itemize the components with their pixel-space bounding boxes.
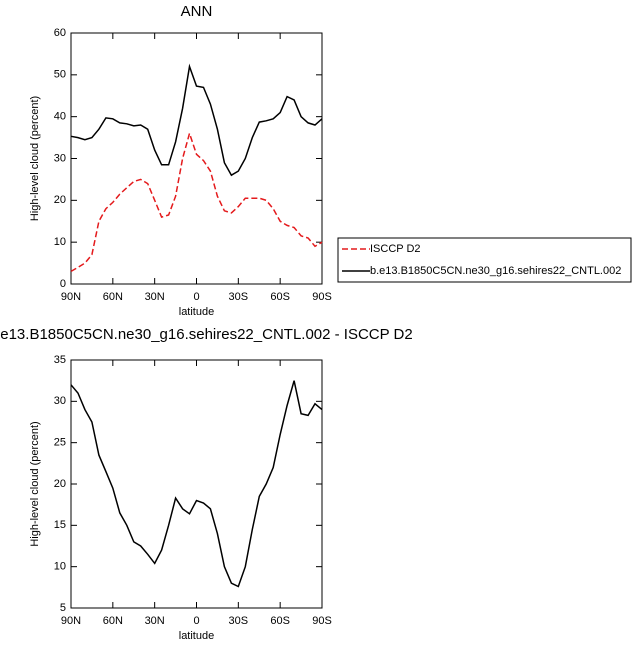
chart-title: ANN [181, 3, 213, 20]
x-tick-label: 60N [103, 291, 123, 303]
y-tick-label: 10 [54, 561, 66, 573]
x-axis-label: latitude [179, 306, 214, 318]
data-line [70, 130, 323, 273]
plot-frame [70, 32, 323, 285]
x-tick-label: 0 [193, 615, 199, 627]
x-tick-label: 60N [103, 615, 123, 627]
x-tick-label: 30S [229, 615, 249, 627]
y-tick-label: 15 [54, 519, 66, 531]
y-tick-label: 30 [54, 395, 66, 407]
x-tick-label: 90S [312, 615, 332, 627]
y-axis-label: High-level cloud (percent) [29, 96, 41, 221]
x-tick-label: 30N [145, 615, 165, 627]
legend-box [337, 237, 632, 283]
x-tick-label: 90N [61, 291, 81, 303]
legend-label: ISCCP D2 [370, 243, 421, 255]
x-tick-label: 0 [193, 291, 199, 303]
x-tick-label: 90S [312, 291, 332, 303]
y-tick-label: 20 [54, 478, 66, 490]
x-tick-label: 60S [270, 615, 290, 627]
y-tick-label: 20 [54, 194, 66, 206]
y-tick-label: 30 [54, 152, 66, 164]
y-tick-label: 25 [54, 437, 66, 449]
x-tick-label: 30N [145, 291, 165, 303]
y-tick-label: 0 [60, 278, 66, 290]
y-tick-label: 5 [60, 602, 66, 614]
x-tick-label: 60S [270, 291, 290, 303]
y-tick-label: 60 [54, 27, 66, 39]
data-line [70, 380, 323, 588]
y-tick-label: 10 [54, 236, 66, 248]
y-axis-label: High-level cloud (percent) [29, 421, 41, 546]
y-tick-label: 50 [54, 69, 66, 81]
x-tick-label: 30S [229, 291, 249, 303]
plot-frame [70, 359, 323, 609]
x-tick-label: 90N [61, 615, 81, 627]
chart-title: e13.B1850C5CN.ne30_g16.sehires22_CNTL.00… [0, 326, 412, 343]
x-axis-label: latitude [179, 630, 214, 642]
data-line [70, 63, 323, 177]
legend-label: b.e13.B1850C5CN.ne30_g16.sehires22_CNTL.… [370, 265, 621, 277]
y-tick-label: 35 [54, 354, 66, 366]
y-tick-label: 40 [54, 111, 66, 123]
